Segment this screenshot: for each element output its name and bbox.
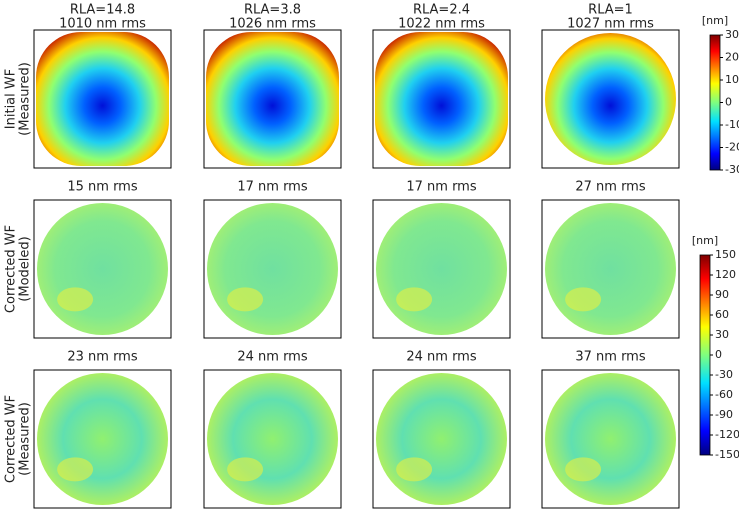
map-area <box>37 203 168 335</box>
map-feature <box>565 287 602 312</box>
colorbar <box>709 34 721 171</box>
map-area <box>207 203 338 335</box>
colorbar-tick-label: 90 <box>715 288 729 301</box>
map-area <box>37 373 168 505</box>
rms-label: 23 nm rms <box>67 350 137 365</box>
colorbar-tick-label: -150 <box>715 448 739 461</box>
colorbar-tick-label: -90 <box>715 408 733 421</box>
colorbar-tick-label: 0 <box>725 96 732 109</box>
map-feature <box>396 457 433 482</box>
wavefront-map <box>36 32 169 166</box>
rms-label: 37 nm rms <box>575 350 645 365</box>
map-area <box>207 373 338 505</box>
panel-frame <box>33 29 172 169</box>
map-feature <box>57 457 94 482</box>
row-label: Corrected WF <box>4 395 19 483</box>
column-title: RLA=1 <box>588 3 633 18</box>
colorbar-tick-label: 30 <box>715 328 729 341</box>
wavefront-map <box>207 373 338 505</box>
wavefront-map <box>545 33 676 165</box>
wavefront-map <box>376 373 507 505</box>
map-feature <box>565 457 602 482</box>
colorbar-tick-label: -30 <box>715 368 733 381</box>
map-area <box>545 203 676 335</box>
map-feature <box>396 287 433 312</box>
colorbar-tick-label: -3000 <box>725 163 739 176</box>
map-area <box>36 32 169 166</box>
map-area <box>206 32 339 166</box>
panel-frame <box>541 199 680 339</box>
rms-label: 27 nm rms <box>575 180 645 195</box>
row-label: Corrected WF <box>4 225 19 313</box>
colorbar-tick-label: 120 <box>715 268 736 281</box>
panel-frame <box>203 199 342 339</box>
rms-label: 17 nm rms <box>237 180 307 195</box>
column-title: RLA=14.8 <box>70 3 135 18</box>
rms-label: 1026 nm rms <box>229 17 316 32</box>
column-title: RLA=3.8 <box>244 3 301 18</box>
colorbar-tick-label: 60 <box>715 308 729 321</box>
row-label: (Modeled) <box>18 236 33 301</box>
rms-label: 24 nm rms <box>237 350 307 365</box>
colorbar <box>699 254 711 456</box>
rms-label: 1027 nm rms <box>567 17 654 32</box>
panel-frame <box>372 29 511 169</box>
colorbar-unit: [nm] <box>692 234 718 247</box>
colorbar-tick-label: -2000 <box>725 141 739 154</box>
row-label: (Measured) <box>18 402 33 476</box>
panel-frame <box>33 199 172 339</box>
rms-label: 1010 nm rms <box>59 17 146 32</box>
colorbar-tick-label: 0 <box>715 348 722 361</box>
rms-label: 17 nm rms <box>406 180 476 195</box>
panel-frame <box>33 369 172 509</box>
map-feature <box>227 457 264 482</box>
rms-label: 15 nm rms <box>67 180 137 195</box>
rms-label: 24 nm rms <box>406 350 476 365</box>
panel-frame <box>203 29 342 169</box>
colorbar-tick-label: 150 <box>715 248 736 261</box>
colorbar-unit: [nm] <box>702 14 728 27</box>
map-feature <box>57 287 94 312</box>
panel-frame <box>372 199 511 339</box>
colorbar-tick-label: 1000 <box>725 73 739 86</box>
wavefront-map <box>376 203 507 335</box>
colorbar-tick-label: -60 <box>715 388 733 401</box>
wavefront-map <box>207 203 338 335</box>
wavefront-map <box>545 203 676 335</box>
map-area <box>376 373 507 505</box>
row-label: Initial WF <box>4 69 19 129</box>
map-area <box>545 33 676 165</box>
panel-frame <box>541 369 680 509</box>
map-area <box>545 373 676 505</box>
wavefront-map <box>545 373 676 505</box>
panel-frame <box>541 29 680 169</box>
row-label: (Measured) <box>18 62 33 136</box>
colorbar-tick-label: -120 <box>715 428 739 441</box>
colorbar-tick-label: -1000 <box>725 118 739 131</box>
map-area <box>376 203 507 335</box>
map-feature <box>227 287 264 312</box>
colorbar-tick-label: 2000 <box>725 51 739 64</box>
wavefront-map <box>206 32 339 166</box>
wavefront-map <box>375 32 508 166</box>
map-area <box>375 32 508 166</box>
panel-frame <box>372 369 511 509</box>
colorbar-tick-label: 3000 <box>725 28 739 41</box>
wavefront-map <box>37 203 168 335</box>
rms-label: 1022 nm rms <box>398 17 485 32</box>
column-title: RLA=2.4 <box>413 3 470 18</box>
panel-frame <box>203 369 342 509</box>
wavefront-map <box>37 373 168 505</box>
